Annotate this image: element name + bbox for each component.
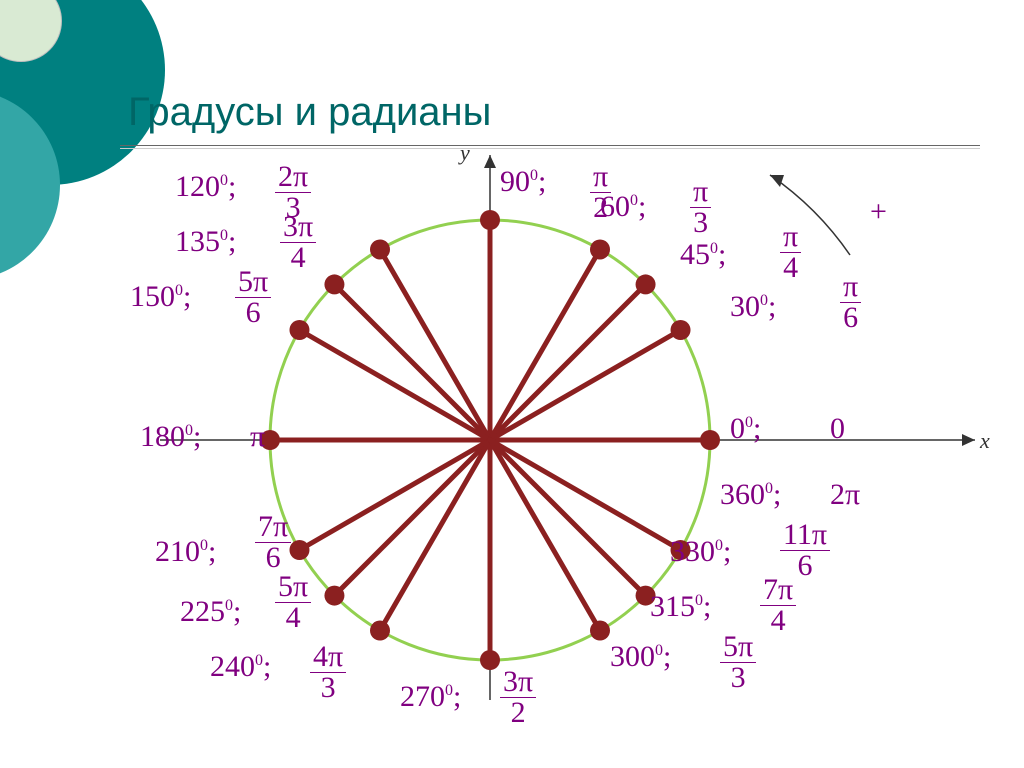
- rad-label-90: π2: [590, 160, 611, 223]
- deg-label-150: 1500;: [130, 280, 191, 314]
- deg-label-120: 1200;: [175, 170, 236, 204]
- deg-label-45: 450;: [680, 238, 726, 272]
- deg-label-315: 3150;: [650, 590, 711, 624]
- rad-label-225: 5π4: [275, 570, 311, 633]
- deg-label-225: 2250;: [180, 595, 241, 629]
- rad-label-300: 5π3: [720, 630, 756, 693]
- deg-label-90: 900;: [500, 165, 546, 199]
- deg-label-300: 3000;: [610, 640, 671, 674]
- deg-label-270: 2700;: [400, 680, 461, 714]
- deg-label-240: 2400;: [210, 650, 271, 684]
- rad-label-135: 3π4: [280, 210, 316, 273]
- deg-label-360: 3600;: [720, 478, 781, 512]
- slide: Градусы и радианы 00;0300;π6450;π4600;π3…: [0, 0, 1024, 768]
- deg-label-0: 00;: [730, 412, 761, 446]
- rad-label-45: π4: [780, 220, 801, 283]
- deg-label-180: 1800;: [140, 420, 201, 454]
- rad-label-180: π: [250, 420, 265, 454]
- rad-label-30: π6: [840, 270, 861, 333]
- rad-label-150: 5π6: [235, 265, 271, 328]
- rad-label-270: 3π2: [500, 665, 536, 728]
- rad-label-240: 4π3: [310, 640, 346, 703]
- rad-label-60: π3: [690, 175, 711, 238]
- direction-plus: +: [870, 195, 887, 229]
- rad-label-360: 2π: [830, 478, 860, 512]
- rad-label-330: 11π6: [780, 518, 830, 581]
- deg-label-135: 1350;: [175, 225, 236, 259]
- rad-label-210: 7π6: [255, 510, 291, 573]
- deg-label-210: 2100;: [155, 535, 216, 569]
- rad-label-0: 0: [830, 412, 845, 446]
- x-axis-label: x: [980, 428, 990, 454]
- deg-label-330: 3300;: [670, 535, 731, 569]
- y-axis-label: y: [460, 140, 470, 166]
- deg-label-30: 300;: [730, 290, 776, 324]
- unit-circle-diagram: [0, 0, 1024, 768]
- rad-label-315: 7π4: [760, 573, 796, 636]
